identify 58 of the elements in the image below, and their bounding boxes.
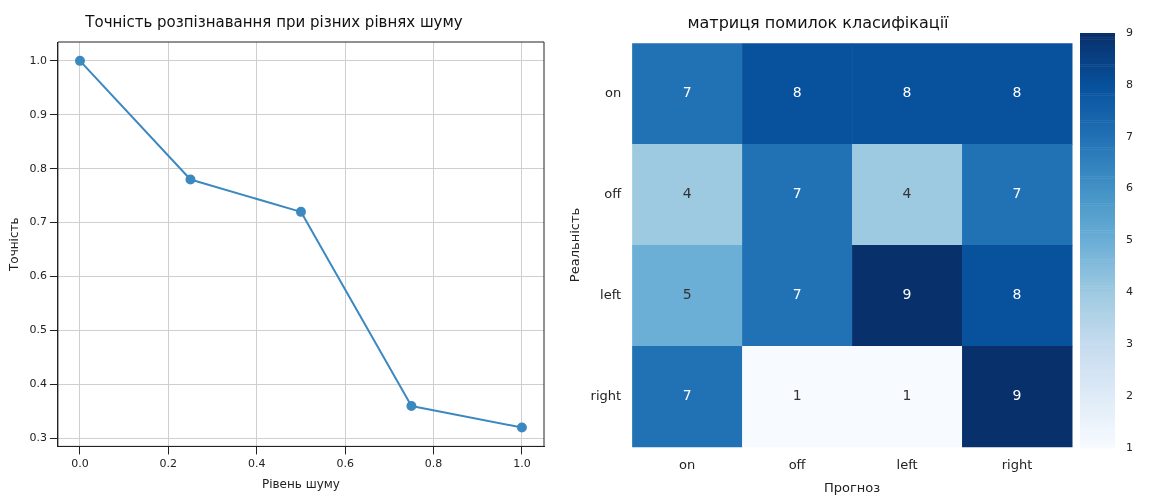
point — [295, 206, 306, 217]
y-tick-label: 0.3 — [29, 431, 47, 445]
x-tick-label: 0.0 — [71, 456, 89, 470]
color-bar-label: 4 — [1126, 285, 1133, 299]
x-tick-label: off — [788, 456, 807, 472]
point — [406, 400, 417, 411]
data-label: 4 — [902, 185, 912, 202]
color-bar-label: 9 — [1126, 25, 1133, 39]
y-tick-label: right — [590, 387, 622, 403]
chart-title: матриця помилок класифікації — [687, 12, 950, 32]
data-label: 7 — [792, 185, 802, 202]
x-tick-label: 0.4 — [248, 456, 266, 470]
data-label: 8 — [902, 84, 912, 101]
data-label: 7 — [1012, 185, 1022, 202]
point — [516, 422, 527, 433]
y-tick-label: off — [604, 185, 623, 201]
data-label: 5 — [682, 286, 692, 303]
color-bar-label: 5 — [1126, 233, 1133, 247]
data-label: 8 — [1012, 84, 1022, 101]
color-bar-label: 3 — [1126, 337, 1133, 351]
x-tick-label: right — [1001, 456, 1033, 472]
point — [74, 55, 85, 66]
chart-title: Точність розпізнавання при різних рівнях шуму — [84, 12, 463, 31]
data-label: 8 — [792, 84, 802, 101]
y-tick-label: 0.9 — [29, 107, 47, 121]
y-tick-label: 0.4 — [29, 377, 47, 391]
y-tick-label: 1.0 — [29, 53, 47, 67]
data-label: 1 — [792, 386, 802, 403]
x-tick-label: 0.8 — [424, 456, 443, 470]
point — [185, 174, 196, 185]
y-tick-label: 0.6 — [29, 269, 47, 283]
color-bar-label: 6 — [1126, 181, 1133, 195]
y-tick-label: 0.5 — [29, 323, 47, 337]
x-axis-title: Прогноз — [823, 479, 881, 495]
data-label: 7 — [682, 386, 692, 403]
x-axis-title: Рівень шуму — [261, 476, 340, 491]
x-tick-label: 1.0 — [513, 456, 531, 470]
y-tick-label: 0.8 — [29, 161, 47, 175]
color-bar-label: 1 — [1126, 440, 1133, 454]
data-label: 8 — [1012, 286, 1022, 303]
data-label: 9 — [902, 286, 912, 303]
color-bar-label: 8 — [1126, 77, 1133, 91]
x-tick-label: left — [896, 456, 918, 472]
y-tick-label: 0.7 — [29, 215, 47, 229]
y-tick-label: on — [604, 85, 622, 101]
x-tick-label: 0.2 — [159, 456, 178, 470]
y-axis-title: Точність — [7, 217, 22, 272]
y-axis-title: Реальність — [567, 207, 583, 283]
data-label: 7 — [682, 84, 692, 101]
color-bar-label: 2 — [1126, 388, 1133, 402]
data-label: 9 — [1012, 386, 1022, 403]
x-tick-label: 0.6 — [336, 456, 354, 470]
color-bar-label: 7 — [1126, 129, 1133, 143]
data-label: 1 — [902, 386, 912, 403]
data-label: 4 — [682, 185, 692, 202]
data-label: 7 — [792, 286, 802, 303]
y-tick-label: left — [600, 286, 622, 302]
x-tick-label: on — [679, 456, 696, 472]
